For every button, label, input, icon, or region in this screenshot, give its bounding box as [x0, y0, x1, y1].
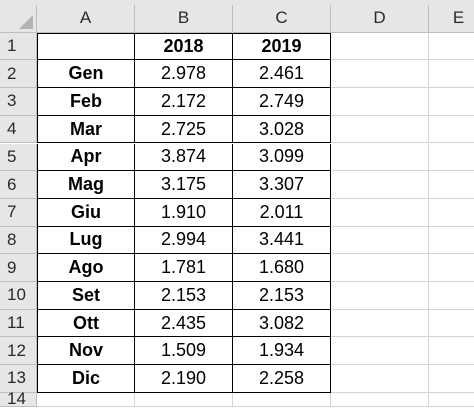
- cell-c2[interactable]: 2.461: [233, 60, 331, 89]
- cell-d7[interactable]: [331, 198, 429, 227]
- cell-d11[interactable]: [331, 309, 429, 338]
- cell-e14[interactable]: [429, 393, 474, 407]
- cell-a9[interactable]: Ago: [37, 254, 135, 282]
- cell-d14[interactable]: [331, 392, 429, 407]
- cell-b5[interactable]: 3.874: [135, 143, 233, 172]
- cell-d3[interactable]: [331, 88, 429, 116]
- cell-b6[interactable]: 3.175: [135, 171, 233, 199]
- row-header[interactable]: 12: [0, 337, 37, 366]
- cell-c10[interactable]: 2.153: [233, 282, 331, 310]
- cell-c13[interactable]: 2.258: [233, 365, 331, 393]
- row-header[interactable]: 4: [0, 115, 37, 144]
- row-header[interactable]: 7: [0, 198, 37, 227]
- cell-c12[interactable]: 1.934: [233, 337, 331, 366]
- select-all-triangle-icon: [19, 14, 33, 29]
- cell-a12[interactable]: Nov: [37, 337, 135, 366]
- cell-e1[interactable]: [429, 33, 474, 61]
- cell-b2[interactable]: 2.978: [135, 60, 233, 89]
- select-all-corner[interactable]: [0, 5, 37, 33]
- cell-c4[interactable]: 3.028: [233, 115, 331, 144]
- row-header[interactable]: 3: [0, 88, 37, 116]
- cell-a13[interactable]: Dic: [37, 365, 135, 393]
- cell-d9[interactable]: [331, 254, 429, 282]
- cell-a8[interactable]: Lug: [37, 226, 135, 255]
- cell-d6[interactable]: [331, 171, 429, 199]
- cell-d2[interactable]: [331, 60, 429, 89]
- cell-d12[interactable]: [331, 337, 429, 366]
- row-header[interactable]: 13: [0, 365, 37, 393]
- cell-d10[interactable]: [331, 282, 429, 310]
- cell-e11[interactable]: [429, 310, 474, 338]
- cell-e13[interactable]: [429, 365, 474, 393]
- cell-d8[interactable]: [331, 226, 429, 255]
- cell-e3[interactable]: [429, 88, 474, 116]
- cell-b11[interactable]: 2.435: [135, 309, 233, 338]
- cell-e8[interactable]: [429, 227, 474, 255]
- cell-a11[interactable]: Ott: [37, 309, 135, 338]
- cell-c1[interactable]: 2019: [233, 32, 331, 61]
- cell-b7[interactable]: 1.910: [135, 198, 233, 227]
- cell-d13[interactable]: [331, 365, 429, 393]
- cell-c11[interactable]: 3.082: [233, 309, 331, 338]
- cell-c8[interactable]: 3.441: [233, 226, 331, 255]
- cell-b9[interactable]: 1.781: [135, 254, 233, 282]
- cell-c5[interactable]: 3.099: [233, 143, 331, 172]
- cell-a5[interactable]: Apr: [37, 143, 135, 172]
- column-header-d[interactable]: D: [331, 5, 429, 33]
- row-header[interactable]: 11: [0, 309, 37, 338]
- cell-a10[interactable]: Set: [37, 282, 135, 310]
- cell-e7[interactable]: [429, 199, 474, 227]
- cell-e9[interactable]: [429, 254, 474, 282]
- row-header[interactable]: 2: [0, 60, 37, 89]
- column-header-a[interactable]: A: [37, 5, 135, 33]
- cell-c3[interactable]: 2.749: [233, 88, 331, 116]
- cell-c6[interactable]: 3.307: [233, 171, 331, 199]
- cell-e4[interactable]: [429, 116, 474, 144]
- column-header-b[interactable]: B: [135, 5, 233, 33]
- cell-a2[interactable]: Gen: [37, 60, 135, 89]
- row-header[interactable]: 6: [0, 171, 37, 199]
- cell-e5[interactable]: [429, 144, 474, 172]
- cell-e2[interactable]: [429, 60, 474, 89]
- column-header-c[interactable]: C: [233, 5, 331, 33]
- row-header[interactable]: 1: [0, 32, 37, 61]
- cell-b13[interactable]: 2.190: [135, 365, 233, 393]
- row-header[interactable]: 5: [0, 143, 37, 172]
- cell-b4[interactable]: 2.725: [135, 115, 233, 144]
- cell-b8[interactable]: 2.994: [135, 226, 233, 255]
- cell-b12[interactable]: 1.509: [135, 337, 233, 366]
- cell-e12[interactable]: [429, 337, 474, 366]
- cell-a14[interactable]: [37, 392, 135, 407]
- row-header[interactable]: 9: [0, 254, 37, 282]
- cell-a6[interactable]: Mag: [37, 171, 135, 199]
- cell-c7[interactable]: 2.011: [233, 198, 331, 227]
- cell-a7[interactable]: Giu: [37, 198, 135, 227]
- cell-b10[interactable]: 2.153: [135, 282, 233, 310]
- cell-c9[interactable]: 1.680: [233, 254, 331, 282]
- row-header[interactable]: 8: [0, 226, 37, 255]
- cell-a1[interactable]: [37, 32, 135, 61]
- cell-a4[interactable]: Mar: [37, 115, 135, 144]
- cell-b1[interactable]: 2018: [135, 32, 233, 61]
- cell-d4[interactable]: [331, 115, 429, 144]
- cell-b14[interactable]: [135, 392, 233, 407]
- cell-a3[interactable]: Feb: [37, 88, 135, 116]
- cell-d5[interactable]: [331, 143, 429, 172]
- row-header[interactable]: 10: [0, 282, 37, 310]
- cell-e6[interactable]: [429, 171, 474, 199]
- cell-c14[interactable]: [233, 392, 331, 407]
- cell-b3[interactable]: 2.172: [135, 88, 233, 116]
- cell-e10[interactable]: [429, 282, 474, 310]
- cell-d1[interactable]: [331, 32, 429, 61]
- column-header-e[interactable]: E: [429, 5, 474, 33]
- row-header[interactable]: 14: [0, 389, 37, 408]
